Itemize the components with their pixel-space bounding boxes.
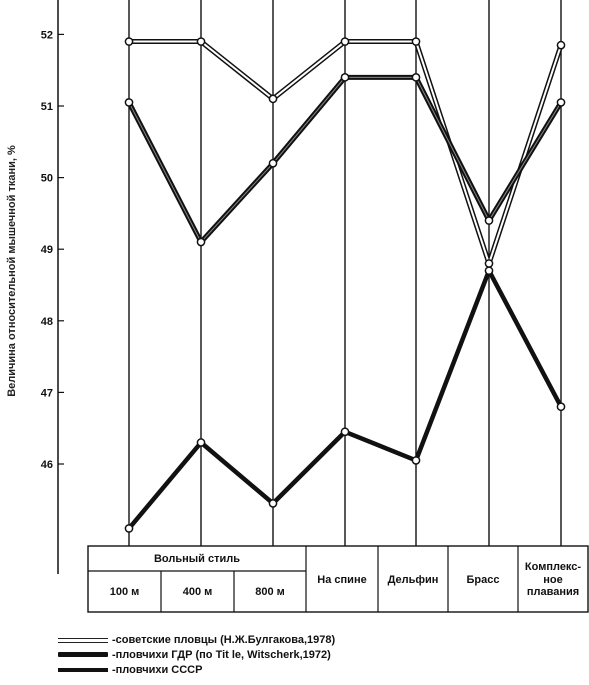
category-label-butterfly: Дельфин bbox=[387, 573, 439, 586]
legend-label: -советские пловцы (Н.Ж.Булгакова,1978) bbox=[112, 633, 336, 646]
category-table bbox=[87, 545, 589, 613]
legend: -советские пловцы (Н.Ж.Булгакова,1978) -… bbox=[58, 632, 335, 677]
legend-item-gdr-swimmers: -пловчихи ГДР (по Tit le, Witscherk,1972… bbox=[58, 647, 335, 662]
data-point bbox=[556, 98, 566, 107]
series-group bbox=[124, 37, 566, 533]
series-ussr-swimmers bbox=[124, 266, 566, 533]
y-axis-label: Величина относительной мышечной ткани, % bbox=[6, 145, 18, 397]
data-point bbox=[340, 37, 350, 46]
data-point bbox=[484, 259, 494, 268]
data-point bbox=[340, 73, 350, 82]
data-point bbox=[124, 524, 134, 533]
legend-item-soviet-swimmers: -советские пловцы (Н.Ж.Булгакова,1978) bbox=[58, 632, 335, 647]
y-tick-label: 48 bbox=[41, 316, 53, 328]
legend-swatch-thick bbox=[58, 667, 108, 672]
group-label-freestyle: Вольный стиль bbox=[153, 552, 240, 565]
data-point bbox=[124, 37, 134, 46]
table-outline bbox=[87, 545, 589, 613]
category-label-100m: 100 м bbox=[109, 585, 140, 598]
category-gridlines bbox=[128, 0, 562, 546]
data-point bbox=[484, 216, 494, 225]
data-point bbox=[268, 158, 278, 168]
data-point bbox=[196, 237, 206, 247]
data-point bbox=[268, 499, 278, 508]
category-label-breaststroke: Брасс bbox=[466, 573, 500, 586]
data-point bbox=[340, 427, 350, 437]
data-point bbox=[556, 402, 566, 412]
legend-swatch-thick-outline bbox=[58, 652, 108, 657]
data-point bbox=[196, 438, 206, 447]
category-label-800m: 800 м bbox=[255, 585, 285, 598]
y-tick-label: 47 bbox=[41, 387, 53, 399]
data-point bbox=[124, 98, 134, 107]
legend-item-ussr-swimmers: -пловчихи СССР bbox=[58, 662, 335, 677]
y-tick-label: 51 bbox=[41, 101, 53, 113]
y-tick-label: 46 bbox=[41, 459, 53, 471]
data-point bbox=[484, 266, 494, 276]
legend-swatch-double bbox=[58, 637, 108, 643]
data-point bbox=[268, 94, 278, 104]
legend-label: -пловчихи СССР bbox=[112, 663, 203, 676]
y-tick-label: 49 bbox=[41, 244, 53, 256]
legend-label: -пловчихи ГДР (по Tit le, Witscherk,1972… bbox=[112, 648, 331, 661]
data-point bbox=[411, 73, 421, 82]
series-soviet-swimmers bbox=[124, 37, 566, 268]
data-point bbox=[196, 37, 206, 46]
series-gdr-swimmers bbox=[124, 73, 566, 247]
data-point bbox=[411, 37, 421, 46]
y-tick-label: 50 bbox=[41, 173, 53, 185]
data-point bbox=[411, 456, 421, 465]
y-axis: 46 47 48 49 50 51 52 bbox=[41, 29, 64, 471]
y-tick-label: 52 bbox=[41, 29, 53, 41]
category-label-backstroke: На спине bbox=[317, 573, 367, 586]
category-label-medley: Комплекс- ное плавания bbox=[524, 561, 582, 599]
category-label-400m: 400 м bbox=[182, 585, 213, 598]
data-point bbox=[556, 40, 566, 50]
